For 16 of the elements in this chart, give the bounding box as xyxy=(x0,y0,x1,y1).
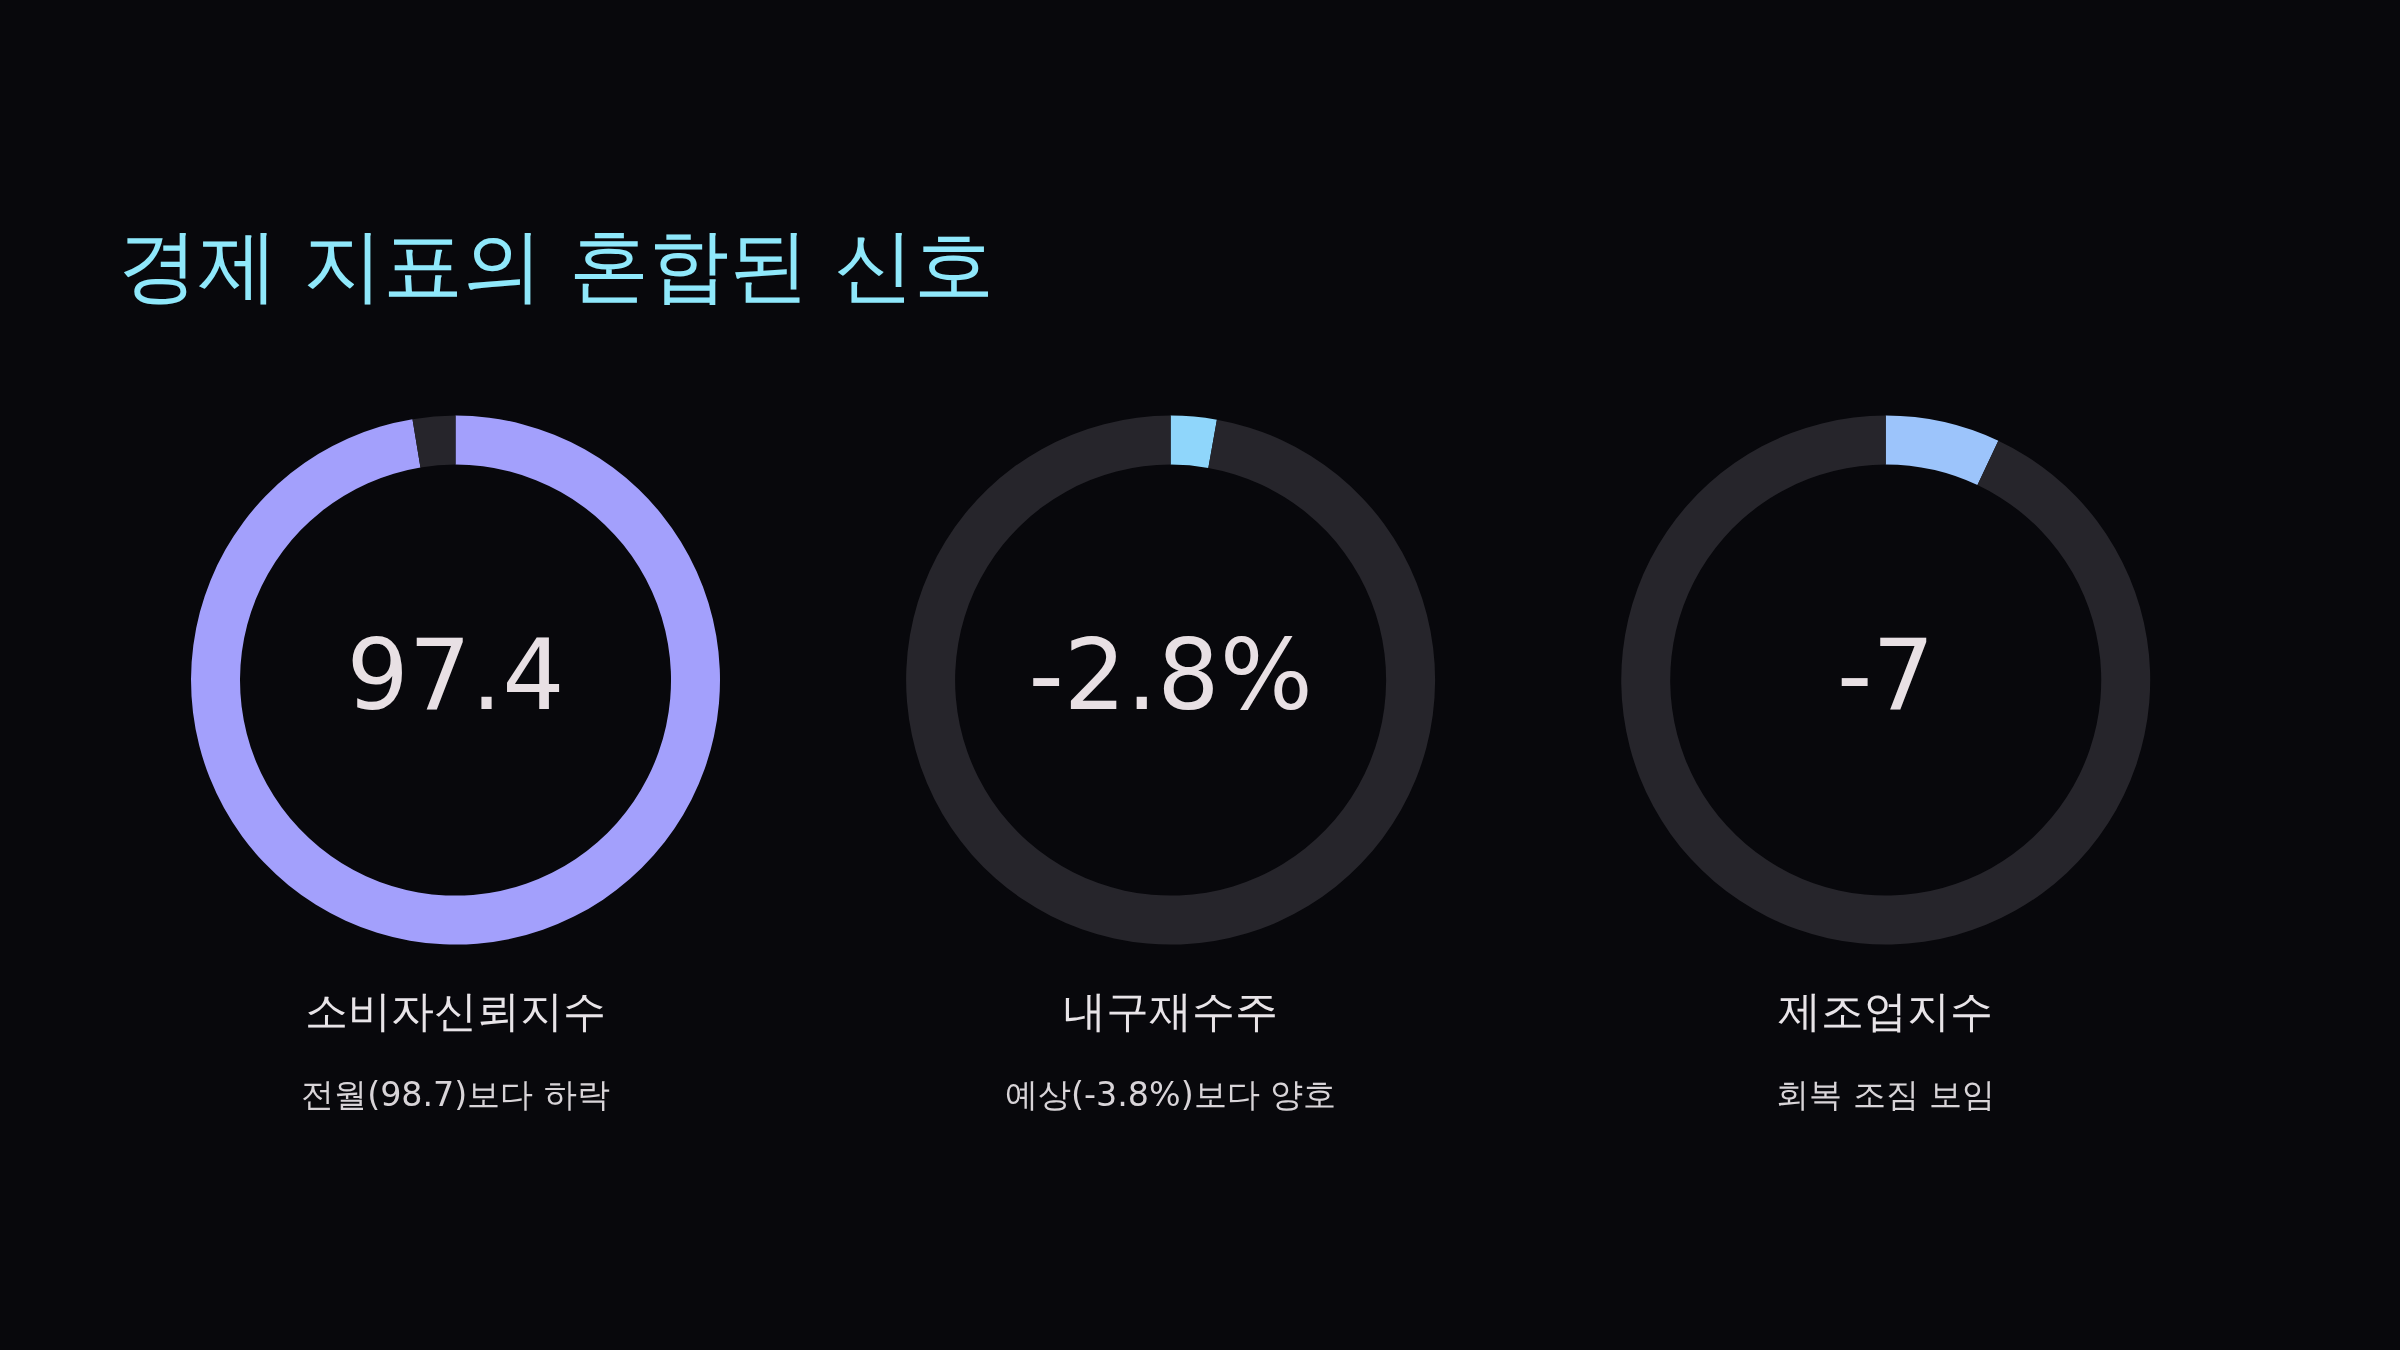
donut-slice xyxy=(1170,415,1217,468)
text: 전월(98.7)보다 하락 xyxy=(301,1075,610,1115)
donut-slice xyxy=(191,415,720,945)
donut-slice xyxy=(906,415,1435,945)
text: 예상(-3.8%)보다 양호 xyxy=(1005,1075,1337,1115)
donut-slice xyxy=(1621,415,2151,945)
text: 경제 지표의 혼합된 신호 xyxy=(117,218,995,313)
text: 97.4 xyxy=(346,618,565,733)
text: -2.8% xyxy=(1028,618,1313,733)
text: 내구재수주 xyxy=(1063,985,1279,1036)
text: -7 xyxy=(1836,618,1935,733)
donut-slice xyxy=(1885,415,1999,486)
text: 제조업지수 xyxy=(1778,985,1994,1036)
text: 회복 조짐 보임 xyxy=(1776,1075,1996,1115)
donut-slice xyxy=(412,415,456,468)
text: 소비자신뢰지수 xyxy=(305,985,607,1036)
